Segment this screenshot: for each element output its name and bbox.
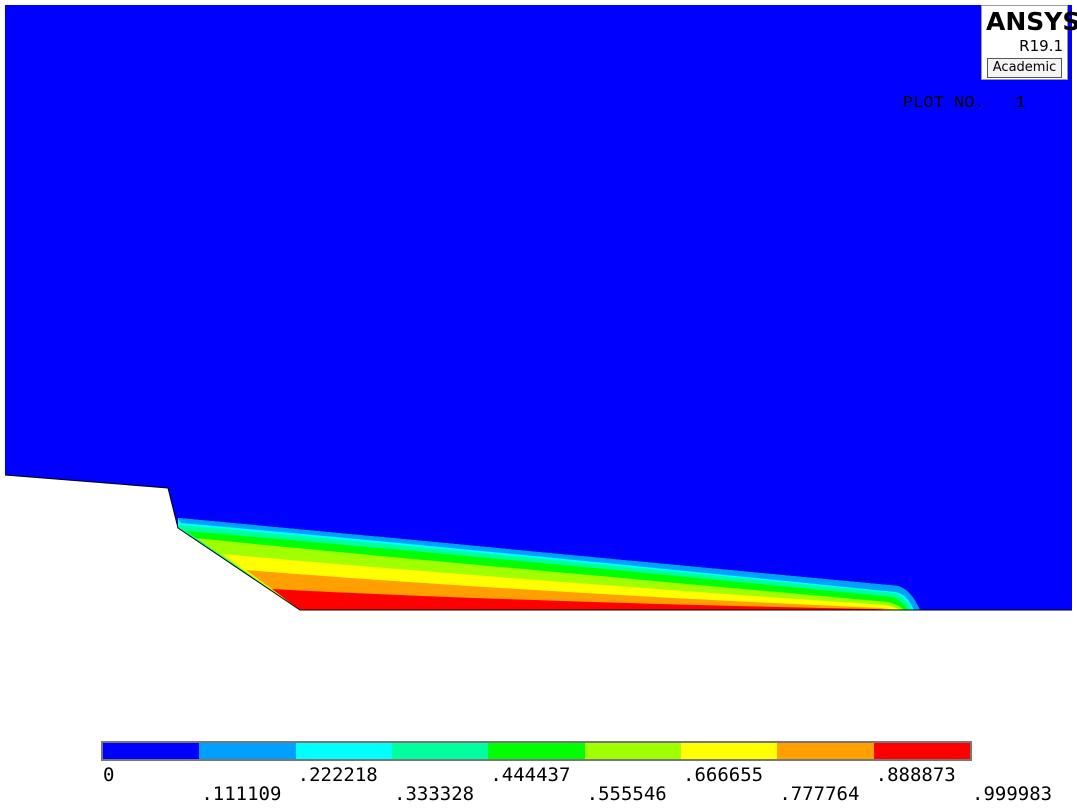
- legend-tick-label: .444437: [490, 764, 571, 786]
- domain-outline: [4, 474, 1072, 611]
- color-legend-bar: [101, 741, 972, 761]
- ansys-logo: ANSYS R19.1 Academic: [981, 5, 1077, 80]
- legend-tick-label: .111109: [201, 783, 282, 805]
- model-domain: [5, 5, 1072, 610]
- legend-swatch-7: [680, 743, 778, 759]
- plot-number-value: 1: [1015, 94, 1026, 113]
- contour-band-blue-light: [178, 518, 920, 610]
- legend-tick-label: .666655: [683, 764, 764, 786]
- legend-tick-label: .888873: [875, 764, 956, 786]
- contour-plot: [4, 5, 1072, 611]
- legend-tick-label: .777764: [779, 783, 860, 805]
- plot-number-text: PLOT NO.: [903, 94, 985, 113]
- legend-swatch-8: [777, 743, 874, 759]
- logo-title: ANSYS: [986, 7, 1077, 36]
- legend-swatch-9: [873, 743, 970, 759]
- logo-edition: Academic: [987, 58, 1062, 78]
- plot-number-label: PLOT NO. 1: [903, 94, 1025, 113]
- legend-swatch-3: [295, 743, 392, 759]
- legend-swatch-2: [199, 743, 296, 759]
- logo-revision: R19.1: [1019, 37, 1063, 55]
- legend-tick-label: .333328: [394, 783, 475, 805]
- legend-tick-label: .999983: [972, 783, 1053, 805]
- legend-swatch-6: [584, 743, 681, 759]
- contour-band-red: [272, 589, 892, 610]
- legend-tick-label: .222218: [297, 764, 378, 786]
- legend-swatch-5: [488, 743, 585, 759]
- legend-swatch-4: [391, 743, 489, 759]
- legend-tick-label: 0: [103, 764, 115, 786]
- legend-swatch-1: [103, 743, 200, 759]
- legend-tick-label: .555546: [586, 783, 667, 805]
